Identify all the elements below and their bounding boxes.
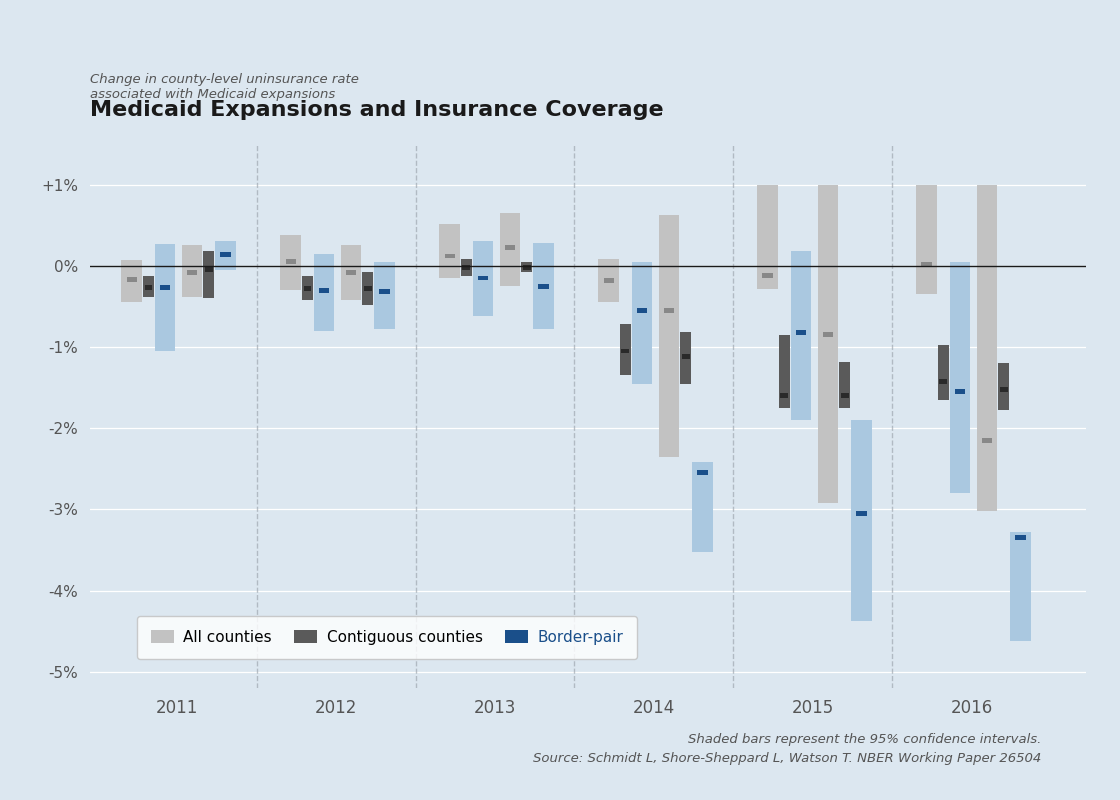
Bar xyxy=(791,251,811,420)
Bar xyxy=(144,286,152,290)
Bar xyxy=(478,275,488,281)
Bar xyxy=(304,286,311,291)
Bar xyxy=(619,324,631,375)
Bar xyxy=(340,246,362,300)
Bar xyxy=(160,286,170,290)
Bar xyxy=(1015,535,1026,540)
Bar xyxy=(505,246,515,250)
Bar xyxy=(796,330,806,335)
Bar xyxy=(533,243,553,329)
Bar xyxy=(1000,386,1008,392)
Bar xyxy=(215,242,236,270)
Bar xyxy=(937,346,949,400)
Bar xyxy=(445,254,455,258)
Legend: All counties, Contiguous counties, Border-pair: All counties, Contiguous counties, Borde… xyxy=(137,616,637,658)
Bar xyxy=(439,223,460,278)
Bar xyxy=(473,242,494,316)
Bar xyxy=(1010,532,1030,641)
Bar xyxy=(500,213,521,286)
Bar xyxy=(598,259,619,302)
Text: Source: Schmidt L, Shore-Sheppard L, Watson T. NBER Working Paper 26504: Source: Schmidt L, Shore-Sheppard L, Wat… xyxy=(533,752,1042,765)
Bar xyxy=(682,354,690,359)
Bar xyxy=(781,394,788,398)
Bar xyxy=(823,332,833,338)
Bar xyxy=(121,260,142,302)
Bar xyxy=(362,272,373,305)
Bar xyxy=(374,262,395,329)
Bar xyxy=(314,254,335,330)
Bar xyxy=(698,470,708,475)
Bar xyxy=(680,332,691,383)
Bar xyxy=(922,262,932,266)
Bar xyxy=(664,308,674,313)
Bar xyxy=(280,235,301,290)
Bar xyxy=(286,259,296,264)
Bar xyxy=(319,288,329,293)
Bar xyxy=(637,308,647,313)
Bar xyxy=(851,420,871,622)
Bar xyxy=(539,284,549,289)
Bar xyxy=(203,251,214,298)
Text: Shaded bars represent the 95% confidence intervals.: Shaded bars represent the 95% confidence… xyxy=(688,733,1042,746)
Bar xyxy=(221,252,231,257)
Bar xyxy=(950,262,970,493)
Bar xyxy=(778,335,790,408)
Bar xyxy=(346,270,356,274)
Bar xyxy=(998,363,1009,410)
Bar xyxy=(181,246,203,297)
Bar xyxy=(659,215,680,457)
Bar xyxy=(604,278,614,283)
Bar xyxy=(916,185,937,294)
Bar xyxy=(982,438,992,442)
Bar xyxy=(757,185,778,289)
Bar xyxy=(632,262,652,383)
Bar xyxy=(940,378,948,383)
Bar xyxy=(977,185,998,511)
Bar xyxy=(839,362,850,408)
Bar xyxy=(521,262,532,272)
Bar xyxy=(127,277,137,282)
Bar xyxy=(955,390,965,394)
Bar xyxy=(364,286,372,291)
Bar xyxy=(622,349,629,354)
Bar xyxy=(301,275,312,300)
Bar xyxy=(187,270,197,274)
Bar xyxy=(523,265,531,270)
Bar xyxy=(380,290,390,294)
Bar xyxy=(763,273,773,278)
Bar xyxy=(463,265,470,270)
Bar xyxy=(857,511,867,516)
Bar xyxy=(155,244,176,351)
Text: Change in county-level uninsurance rate
associated with Medicaid expansions: Change in county-level uninsurance rate … xyxy=(90,74,358,102)
Text: Medicaid Expansions and Insurance Coverage: Medicaid Expansions and Insurance Covera… xyxy=(90,100,663,120)
Bar xyxy=(460,259,472,275)
Bar xyxy=(692,462,712,551)
Bar xyxy=(818,185,839,503)
Bar xyxy=(205,267,213,272)
Bar xyxy=(143,275,153,297)
Bar xyxy=(841,394,849,398)
